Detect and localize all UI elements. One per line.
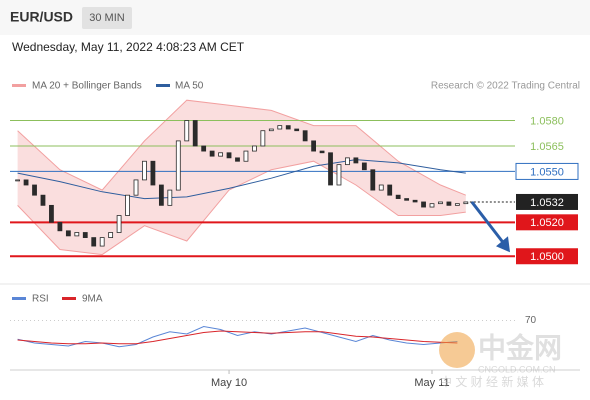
candle-body (167, 189, 173, 206)
candle-body (201, 145, 207, 152)
timeframe[interactable]: 30 MIN (89, 12, 125, 24)
legend-label: 9MA (82, 294, 103, 305)
candle-body (345, 157, 350, 166)
chart-title: EUR/USD (10, 9, 73, 25)
bollinger-fill (17, 100, 466, 255)
candle-body (74, 232, 80, 237)
level-label-box (516, 193, 578, 210)
source: Research © 2022 Trading Central (431, 81, 580, 92)
level-label: 1.0580 (530, 115, 564, 127)
bollinger-upper (17, 99, 466, 196)
timestamp: Wednesday, May 11, 2022 4:08:23 AM CET (12, 40, 245, 54)
candle-body (361, 162, 367, 171)
rsi-line (17, 330, 458, 345)
candle-body (387, 184, 393, 196)
candle-body (260, 130, 266, 147)
candle-body (116, 215, 122, 233)
candle-body (175, 140, 181, 191)
level-label-box (515, 162, 579, 180)
candle-body (15, 179, 21, 182)
candle-body (32, 184, 37, 196)
candle-body (463, 201, 469, 205)
candle-body (91, 237, 97, 247)
watermark-site: CNGOLD.COM.CN (478, 364, 556, 374)
candle-body (226, 152, 232, 159)
rsi-tick-label: 70 (525, 315, 537, 326)
candle-body (57, 221, 63, 232)
legend-swatch (156, 84, 170, 87)
candle-body (158, 184, 164, 206)
level-label-box (516, 248, 578, 265)
legend-swatch (12, 297, 26, 300)
candle-body (404, 198, 410, 201)
level-label: 1.0500 (530, 251, 564, 263)
candle-body (209, 150, 215, 157)
level-label: 1.0550 (530, 166, 564, 178)
candle-body (133, 179, 139, 196)
level-label: 1.0532 (530, 197, 564, 209)
watermark: 中金网 CNGOLD.COM.CN 中 文 财 经 新 媒 体 (439, 331, 562, 389)
candle-body (23, 179, 29, 186)
watermark-logo: 中金网 (478, 331, 562, 363)
timeframe-badge[interactable] (82, 7, 132, 29)
candle-body (421, 201, 426, 208)
candle-body (235, 157, 240, 162)
candle-body (277, 125, 283, 130)
candle-body (285, 125, 291, 130)
forecast-arrow (470, 201, 508, 248)
x-tick-label: May 10 (211, 377, 247, 389)
candle-body (412, 199, 418, 203)
level-label-box (516, 214, 578, 231)
legend-label: MA 20 + Bollinger Bands (32, 81, 142, 92)
legend-swatch (12, 84, 26, 87)
candle-body (82, 232, 88, 238)
candle-body (218, 152, 223, 157)
ma50-line (17, 159, 466, 200)
candle-body (353, 157, 359, 164)
legend-label: RSI (32, 294, 49, 305)
candle-body (108, 232, 114, 238)
candle-body (184, 120, 190, 142)
candle-body (268, 128, 274, 132)
candle-body (328, 152, 333, 186)
candle-body (252, 145, 257, 152)
candle-body (243, 150, 249, 162)
candle-body (142, 160, 147, 181)
legend-label: MA 50 (175, 81, 204, 92)
candle-body (429, 203, 435, 208)
level-label: 1.0520 (530, 217, 564, 229)
forecast-arrowhead (496, 236, 510, 253)
candle-body (454, 203, 460, 206)
level-label: 1.0565 (530, 141, 564, 153)
candle-body (370, 169, 376, 191)
candle-body (311, 140, 317, 152)
watermark-logo-mark (439, 332, 475, 368)
candle-body (395, 194, 401, 199)
legend-swatch (62, 297, 76, 300)
candle-body (378, 184, 384, 191)
candle-body (294, 128, 300, 132)
bollinger-lower (17, 160, 466, 256)
candle-body (99, 237, 105, 247)
candle-body (49, 204, 54, 223)
candle-body (438, 201, 443, 205)
plot: 1.0580 1.0565 1.0550 1.0532 1.0520 1.0500 May … (10, 99, 579, 389)
candle-body (319, 150, 325, 154)
candle-body (446, 201, 452, 206)
candle-body (65, 230, 71, 237)
candle-body (40, 194, 46, 206)
candle-body (150, 160, 156, 186)
candle-body (336, 164, 342, 186)
x-tick-label: May 11 (414, 377, 449, 389)
candle-body (302, 130, 308, 142)
candle-body (192, 120, 198, 147)
watermark-tagline: 中 文 财 经 新 媒 体 (440, 374, 544, 389)
candle-body (125, 194, 130, 216)
